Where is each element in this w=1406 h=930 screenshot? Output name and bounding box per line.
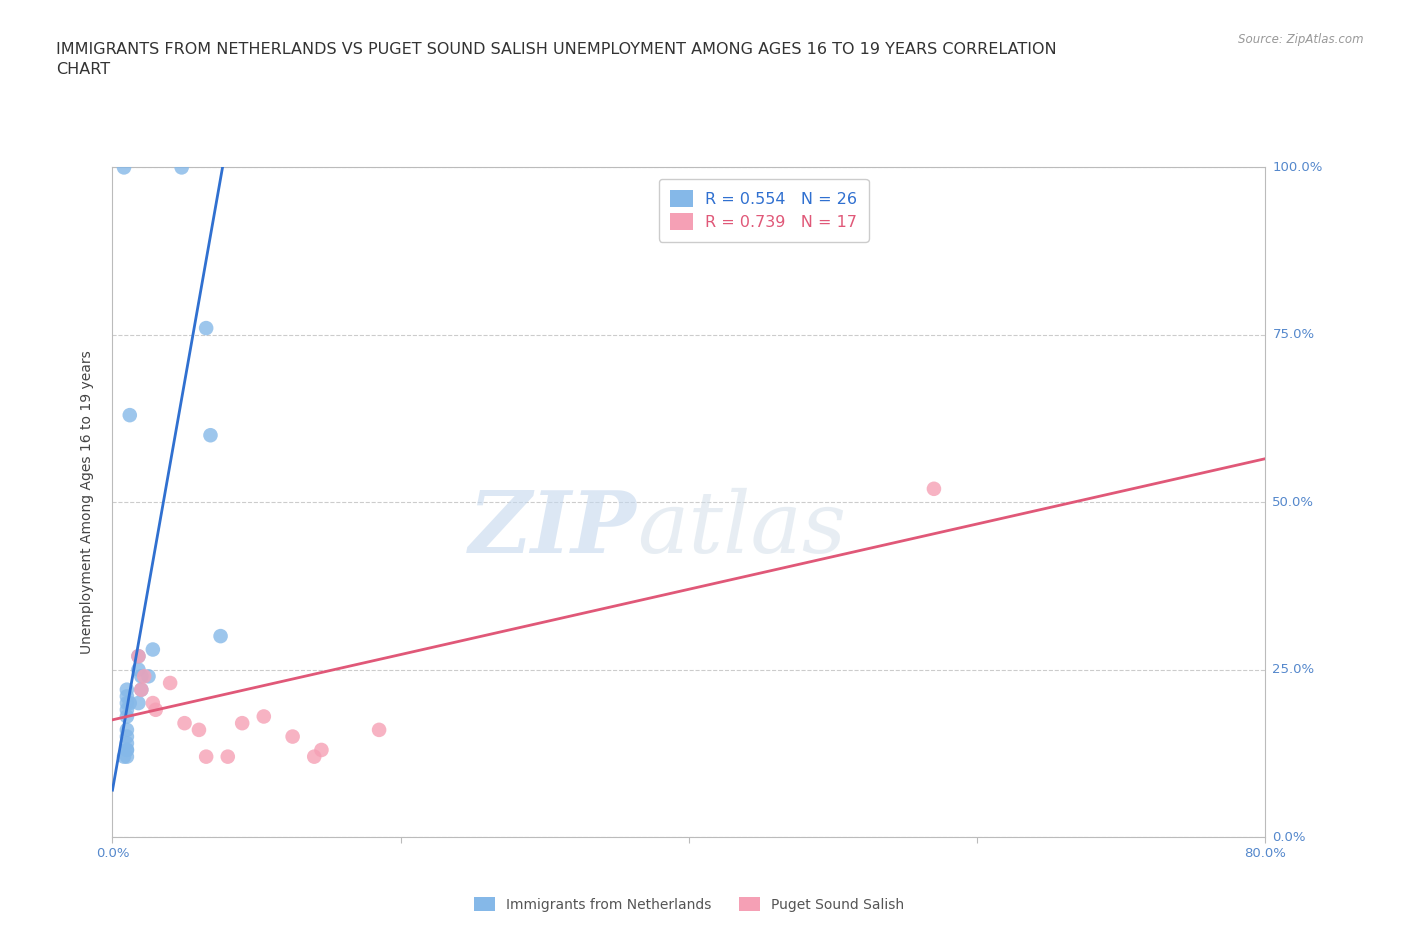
Point bbox=[311, 742, 333, 757]
Point bbox=[115, 736, 138, 751]
Point bbox=[115, 702, 138, 717]
Text: 25.0%: 25.0% bbox=[1272, 663, 1315, 676]
Point bbox=[145, 702, 167, 717]
Y-axis label: Unemployment Among Ages 16 to 19 years: Unemployment Among Ages 16 to 19 years bbox=[80, 351, 94, 654]
Point bbox=[209, 629, 232, 644]
Point bbox=[115, 729, 138, 744]
Point bbox=[173, 716, 195, 731]
Point bbox=[217, 750, 239, 764]
Text: atlas: atlas bbox=[637, 487, 846, 570]
Point bbox=[129, 683, 153, 698]
Text: 100.0%: 100.0% bbox=[1272, 161, 1323, 174]
Point bbox=[127, 662, 149, 677]
Point bbox=[115, 750, 138, 764]
Point bbox=[118, 696, 141, 711]
Point bbox=[129, 683, 153, 698]
Point bbox=[142, 696, 165, 711]
Point bbox=[115, 689, 138, 704]
Point bbox=[118, 407, 141, 422]
Point bbox=[170, 160, 193, 175]
Point bbox=[231, 716, 253, 731]
Point bbox=[129, 669, 153, 684]
Point bbox=[115, 742, 138, 757]
Point bbox=[304, 750, 326, 764]
Text: 0.0%: 0.0% bbox=[1272, 830, 1306, 844]
Point bbox=[134, 669, 156, 684]
Point bbox=[368, 723, 391, 737]
Text: 50.0%: 50.0% bbox=[1272, 496, 1315, 509]
Text: ZIP: ZIP bbox=[470, 487, 637, 571]
Point bbox=[188, 723, 211, 737]
Point bbox=[195, 750, 218, 764]
Point bbox=[127, 649, 149, 664]
Point bbox=[127, 696, 149, 711]
Text: IMMIGRANTS FROM NETHERLANDS VS PUGET SOUND SALISH UNEMPLOYMENT AMONG AGES 16 TO : IMMIGRANTS FROM NETHERLANDS VS PUGET SOU… bbox=[56, 42, 1057, 76]
Text: 75.0%: 75.0% bbox=[1272, 328, 1315, 341]
Point bbox=[115, 696, 138, 711]
Point bbox=[127, 649, 149, 664]
Legend: Immigrants from Netherlands, Puget Sound Salish: Immigrants from Netherlands, Puget Sound… bbox=[468, 891, 910, 917]
Point bbox=[200, 428, 222, 443]
Point bbox=[195, 321, 218, 336]
Point bbox=[112, 160, 135, 175]
Text: Source: ZipAtlas.com: Source: ZipAtlas.com bbox=[1239, 33, 1364, 46]
Point bbox=[115, 742, 138, 757]
Point bbox=[159, 675, 181, 690]
Point bbox=[115, 723, 138, 737]
Point bbox=[922, 482, 945, 497]
Point bbox=[142, 642, 165, 657]
Point bbox=[115, 709, 138, 724]
Point bbox=[112, 750, 135, 764]
Point bbox=[281, 729, 304, 744]
Point bbox=[138, 669, 160, 684]
Point bbox=[115, 683, 138, 698]
Point bbox=[253, 709, 276, 724]
